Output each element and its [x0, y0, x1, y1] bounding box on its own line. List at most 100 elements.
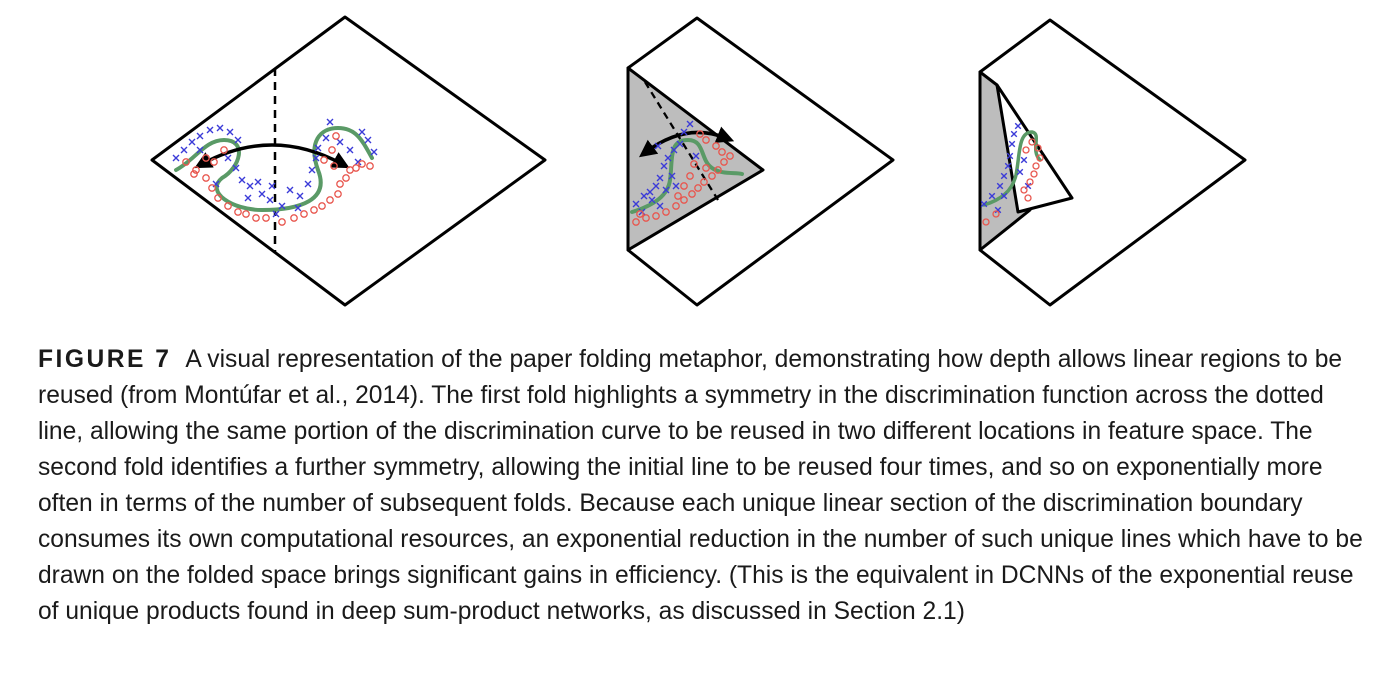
- class-a-marker: [980, 200, 988, 208]
- class-b-marker: [1024, 194, 1032, 202]
- class-a-marker: [1004, 162, 1012, 170]
- class-b-marker: [982, 218, 990, 226]
- class-a-marker: [654, 142, 662, 150]
- class-b-marker: [680, 196, 688, 204]
- class-a-marker: [996, 182, 1004, 190]
- class-a-marker: [692, 152, 700, 160]
- class-b-points: [182, 132, 374, 226]
- sheet-outline: [978, 18, 1247, 307]
- class-a-marker: [266, 196, 274, 204]
- class-a-marker: [670, 146, 678, 154]
- class-b-marker: [1022, 146, 1030, 154]
- class-a-marker: [188, 138, 196, 146]
- class-b-marker: [334, 190, 342, 198]
- class-b-marker: [342, 174, 350, 182]
- class-b-marker: [262, 214, 270, 222]
- class-b-marker: [330, 162, 338, 170]
- class-b-marker: [242, 210, 250, 218]
- class-a-marker: [652, 182, 660, 190]
- class-a-marker: [254, 178, 262, 186]
- class-b-marker: [1028, 138, 1036, 146]
- class-b-marker: [278, 218, 286, 226]
- discrimination-curve: [174, 125, 374, 213]
- class-a-marker: [632, 200, 640, 208]
- class-a-marker: [232, 164, 240, 172]
- class-a-marker: [216, 124, 224, 132]
- symmetry-arrow: [194, 143, 350, 169]
- class-b-marker: [220, 146, 228, 154]
- class-a-marker: [1010, 130, 1018, 138]
- class-a-marker: [234, 136, 242, 144]
- class-a-marker: [680, 128, 688, 136]
- class-a-marker: [286, 186, 294, 194]
- class-a-marker: [656, 174, 664, 182]
- class-b-marker: [712, 142, 720, 150]
- class-b-marker: [328, 146, 336, 154]
- class-a-marker: [314, 144, 322, 152]
- class-a-marker: [1000, 172, 1008, 180]
- class-a-marker: [272, 210, 280, 218]
- caption-text: A visual representation of the paper fol…: [38, 346, 1363, 625]
- class-b-marker: [318, 202, 326, 210]
- class-b-marker: [718, 148, 726, 156]
- class-a-marker: [268, 182, 276, 190]
- class-b-marker: [332, 132, 340, 140]
- class-a-marker: [664, 154, 672, 162]
- panel-unfolded-sheet: [150, 15, 547, 307]
- class-a-marker: [206, 126, 214, 134]
- class-b-marker: [290, 214, 298, 222]
- class-a-marker: [180, 146, 188, 154]
- class-b-points: [632, 130, 734, 226]
- class-b-marker: [202, 154, 210, 162]
- class-a-marker: [294, 204, 302, 212]
- class-b-marker: [252, 214, 260, 222]
- class-b-marker: [726, 152, 734, 160]
- class-b-marker: [720, 158, 728, 166]
- class-a-marker: [312, 154, 320, 162]
- class-a-marker: [640, 192, 648, 200]
- class-a-marker: [668, 172, 676, 180]
- class-b-marker: [632, 218, 640, 226]
- folding-illustration: [150, 15, 1247, 307]
- class-a-marker: [1020, 156, 1028, 164]
- class-b-marker: [326, 196, 334, 204]
- class-a-marker: [662, 186, 670, 194]
- class-b-marker: [358, 160, 366, 168]
- class-b-marker: [234, 208, 242, 216]
- class-b-marker: [182, 158, 190, 166]
- class-b-marker: [636, 210, 644, 218]
- class-a-marker: [358, 128, 366, 136]
- class-b-marker: [300, 210, 308, 218]
- class-b-marker: [702, 136, 710, 144]
- class-b-marker: [672, 202, 680, 210]
- class-a-marker: [244, 194, 252, 202]
- class-b-marker: [680, 182, 688, 190]
- class-b-marker: [190, 170, 198, 178]
- class-a-points: [172, 118, 378, 218]
- class-b-marker: [652, 212, 660, 220]
- class-a-marker: [326, 118, 334, 126]
- class-b-marker: [202, 174, 210, 182]
- class-b-marker: [208, 184, 216, 192]
- class-a-marker: [226, 128, 234, 136]
- class-b-marker: [1036, 154, 1044, 162]
- class-b-marker: [992, 210, 1000, 218]
- class-a-points: [632, 120, 700, 216]
- panel-first-fold: [626, 16, 895, 307]
- class-a-marker: [370, 148, 378, 156]
- class-a-marker: [224, 154, 232, 162]
- class-a-marker: [648, 196, 656, 204]
- class-a-marker: [322, 134, 330, 142]
- class-b-marker: [690, 160, 698, 168]
- class-b-marker: [1034, 144, 1042, 152]
- class-a-marker: [646, 188, 654, 196]
- class-b-points: [982, 138, 1044, 226]
- class-b-marker: [702, 164, 710, 172]
- class-a-marker: [238, 176, 246, 184]
- class-b-marker: [192, 166, 200, 174]
- class-a-marker: [686, 120, 694, 128]
- class-b-marker: [674, 192, 682, 200]
- class-b-marker: [686, 172, 694, 180]
- class-a-marker: [988, 192, 996, 200]
